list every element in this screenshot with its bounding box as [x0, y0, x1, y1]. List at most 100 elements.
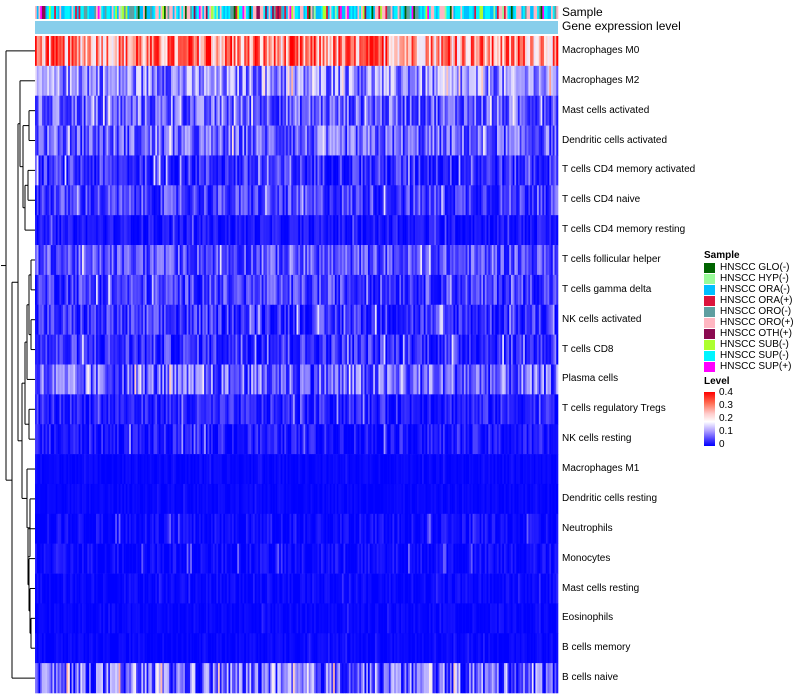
gene-expression-level-track: [35, 21, 558, 34]
heatmap-cell: [376, 274, 379, 306]
heatmap-cell: [364, 394, 367, 425]
heatmap-cell: [102, 483, 106, 515]
heatmap-cell: [272, 304, 275, 335]
heatmap-cell: [247, 334, 250, 365]
heatmap-cell: [399, 394, 402, 425]
heatmap-cell: [101, 36, 104, 67]
heatmap-cell: [162, 483, 165, 515]
heatmap-cell: [68, 454, 71, 485]
sample-annotation-cell: [157, 6, 160, 19]
heatmap-cell: [218, 65, 221, 97]
heatmap-cell: [116, 394, 119, 425]
heatmap-cell: [57, 215, 60, 246]
heatmap-cell: [322, 65, 325, 97]
heatmap-cell: [442, 185, 445, 216]
heatmap-cell: [477, 334, 480, 365]
heatmap-cell: [428, 454, 432, 485]
heatmap-cell: [362, 454, 365, 485]
heatmap-cell: [306, 274, 309, 306]
sample-annotation-cell: [202, 6, 205, 19]
heatmap-cell: [296, 36, 299, 67]
heatmap-cell: [547, 454, 550, 485]
heatmap-cell: [514, 185, 517, 216]
heatmap-cell: [533, 454, 536, 485]
heatmap-cell: [293, 245, 296, 276]
heatmap-cell: [214, 274, 217, 306]
heatmap-cell: [62, 454, 65, 485]
heatmap-cell: [477, 364, 480, 395]
heatmap-cell: [324, 424, 327, 455]
heatmap-cell: [221, 155, 224, 186]
heatmap-cell: [291, 394, 294, 425]
heatmap-cell: [469, 36, 472, 67]
heatmap-cell: [87, 36, 90, 67]
heatmap-cell: [272, 483, 275, 515]
heatmap-cell: [361, 424, 364, 455]
heatmap-cell: [465, 424, 468, 455]
heatmap-cell: [294, 274, 297, 306]
heatmap-cell: [303, 304, 306, 335]
heatmap-cell: [258, 185, 261, 216]
heatmap-cell: [449, 215, 452, 246]
heatmap-cell: [294, 394, 297, 425]
heatmap-cell: [216, 245, 219, 276]
heatmap-cell: [526, 334, 529, 365]
heatmap-cell: [510, 454, 513, 485]
heatmap-cell: [331, 424, 334, 455]
heatmap-cell: [277, 95, 280, 126]
heatmap-cell: [519, 304, 522, 335]
heatmap-cell: [134, 185, 137, 216]
heatmap-cell: [104, 215, 107, 246]
heatmap-cell: [275, 36, 278, 67]
heatmap-cell: [62, 36, 65, 67]
heatmap-cell: [381, 95, 384, 126]
heatmap-cell: [64, 274, 67, 306]
heatmap-cell: [312, 155, 315, 186]
heatmap-cell: [347, 454, 350, 485]
heatmap-cell: [157, 274, 160, 306]
heatmap-cell: [263, 424, 266, 455]
heatmap-cell: [282, 304, 285, 335]
sample-annotation-cell: [552, 6, 555, 19]
heatmap-cell: [446, 304, 449, 335]
heatmap-cell: [252, 274, 255, 306]
heatmap-cell: [408, 274, 411, 306]
heatmap-cell: [261, 483, 264, 515]
heatmap-cell: [45, 483, 48, 515]
heatmap-cell: [99, 245, 102, 276]
heatmap-cell: [35, 274, 38, 306]
heatmap-cell: [451, 394, 454, 425]
heatmap-cell: [465, 454, 468, 485]
heatmap-cell: [186, 215, 189, 246]
heatmap-cell: [350, 36, 353, 67]
sample-annotation-cell: [237, 6, 240, 19]
heatmap-cell: [359, 95, 362, 126]
heatmap-cell: [495, 125, 498, 156]
heatmap-cell: [462, 364, 465, 395]
heatmap-cell: [188, 304, 191, 335]
heatmap-cell: [249, 36, 252, 67]
heatmap-cell: [542, 394, 545, 425]
heatmap-cell: [130, 483, 133, 515]
heatmap-cell: [554, 394, 557, 425]
sample-annotation-cell: [289, 6, 292, 19]
heatmap-cell: [279, 185, 282, 216]
heatmap-cell: [427, 304, 430, 335]
heatmap-cell: [200, 36, 203, 67]
heatmap-cell: [319, 245, 322, 276]
heatmap-cell: [273, 394, 276, 425]
heatmap-cell: [150, 454, 153, 485]
heatmap-cell: [184, 394, 187, 425]
heatmap-cell: [366, 483, 369, 515]
heatmap-cell: [479, 364, 482, 395]
heatmap-cell: [395, 334, 398, 365]
heatmap-cell: [160, 245, 163, 276]
heatmap-cell: [320, 125, 323, 156]
heatmap-cell: [517, 155, 520, 186]
heatmap-cell: [179, 364, 182, 395]
heatmap-cell: [453, 334, 456, 365]
heatmap-cell: [545, 334, 548, 365]
heatmap-cell: [280, 245, 283, 276]
heatmap-cell: [313, 274, 316, 306]
heatmap-cell: [92, 424, 95, 455]
